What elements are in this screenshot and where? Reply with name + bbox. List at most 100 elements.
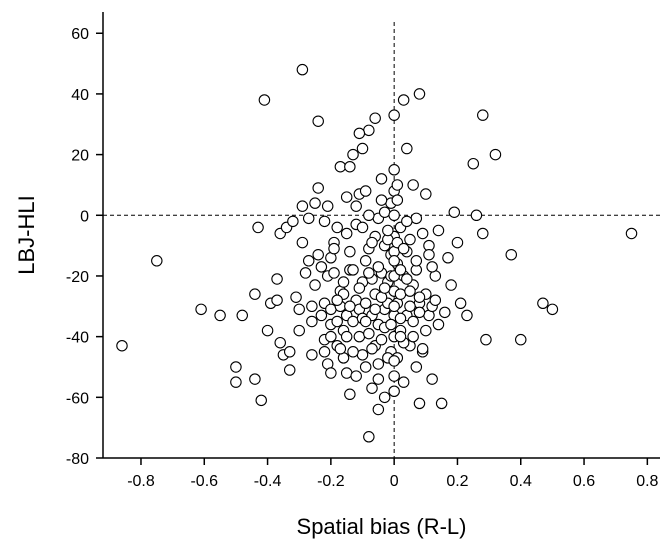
data-point <box>151 255 163 267</box>
y-tick-label: 0 <box>80 208 89 225</box>
data-point <box>340 191 353 203</box>
data-point <box>372 403 385 416</box>
data-point <box>401 215 413 228</box>
data-point <box>448 206 461 218</box>
data-point <box>306 349 318 361</box>
data-point <box>340 330 353 343</box>
data-point <box>271 294 283 306</box>
data-point <box>312 115 324 127</box>
data-point <box>388 109 400 121</box>
data-point <box>230 361 242 373</box>
data-point <box>467 157 480 170</box>
data-point <box>356 221 369 234</box>
data-point <box>344 160 356 173</box>
data-point <box>420 188 432 200</box>
data-point <box>344 245 356 258</box>
data-point <box>363 124 375 137</box>
data-point <box>366 343 378 355</box>
y-tick-label: -60 <box>66 390 89 407</box>
data-point <box>302 255 315 267</box>
data-point <box>309 279 321 291</box>
data-point <box>321 200 334 212</box>
data-point <box>359 361 372 373</box>
data-point <box>505 248 518 261</box>
data-point <box>328 242 340 255</box>
data-point <box>401 142 413 155</box>
data-point <box>252 221 264 234</box>
data-point <box>397 242 410 255</box>
data-point <box>454 297 467 310</box>
data-point <box>372 358 385 370</box>
data-point <box>296 200 309 212</box>
data-point <box>261 324 274 337</box>
data-point <box>372 261 385 273</box>
data-point <box>404 300 416 313</box>
data-point <box>325 330 337 343</box>
data-point <box>116 339 128 352</box>
data-point <box>299 267 312 279</box>
data-point <box>420 324 432 337</box>
data-point <box>388 209 400 222</box>
data-point <box>388 164 400 176</box>
data-point <box>625 227 638 240</box>
data-point <box>413 306 426 319</box>
data-point <box>401 273 413 285</box>
data-point <box>388 370 400 382</box>
data-point <box>328 267 340 279</box>
data-point <box>416 227 429 240</box>
data-point <box>306 315 318 328</box>
data-point <box>407 330 419 343</box>
data-point <box>385 318 397 331</box>
data-point <box>359 297 372 310</box>
data-point <box>470 209 483 222</box>
x-tick-label: -0.8 <box>127 473 155 490</box>
data-point <box>302 212 315 225</box>
data-point <box>477 109 489 121</box>
data-point <box>451 236 464 249</box>
y-tick-label: 40 <box>71 87 89 104</box>
data-point <box>388 300 400 313</box>
data-point <box>375 173 388 185</box>
data-point <box>363 209 375 222</box>
data-point <box>195 303 207 316</box>
data-point <box>378 391 391 404</box>
data-point <box>293 324 305 337</box>
data-point <box>331 294 343 306</box>
y-tick-label: -80 <box>66 451 89 468</box>
data-point <box>353 127 366 140</box>
data-point <box>363 431 375 443</box>
y-tick-label: -20 <box>66 269 89 286</box>
data-point <box>331 315 343 328</box>
data-point <box>356 349 369 361</box>
x-tick-label: -0.4 <box>254 473 282 490</box>
data-point <box>318 346 331 358</box>
data-point <box>258 94 271 106</box>
data-point <box>337 276 350 288</box>
data-point <box>416 343 429 355</box>
data-point <box>356 142 369 155</box>
axes: -80 -60 -40 -20 0 20 40 60 -0.8 -0.6 -0.4 -0.2 0 0.2 0… <box>66 12 660 490</box>
data-point <box>249 288 261 300</box>
x-tick-label: -0.2 <box>317 473 345 490</box>
data-point <box>366 236 378 249</box>
data-point <box>442 252 454 264</box>
data-point <box>489 148 502 161</box>
data-point <box>290 291 302 303</box>
data-point <box>413 88 426 100</box>
data-point <box>410 255 423 267</box>
y-tick-label: 60 <box>71 26 89 43</box>
data-point <box>347 148 359 161</box>
data-point <box>325 367 337 379</box>
y-axis-title: LBJ-HLI <box>14 195 39 274</box>
data-point <box>359 185 372 197</box>
data-point <box>312 248 324 261</box>
data-point <box>394 312 407 325</box>
data-point <box>366 382 378 394</box>
x-tick-label: 0.6 <box>573 473 595 490</box>
data-point <box>413 397 426 410</box>
data-point <box>334 160 347 173</box>
data-points <box>116 63 638 443</box>
data-point <box>334 343 347 355</box>
data-point <box>404 233 416 246</box>
